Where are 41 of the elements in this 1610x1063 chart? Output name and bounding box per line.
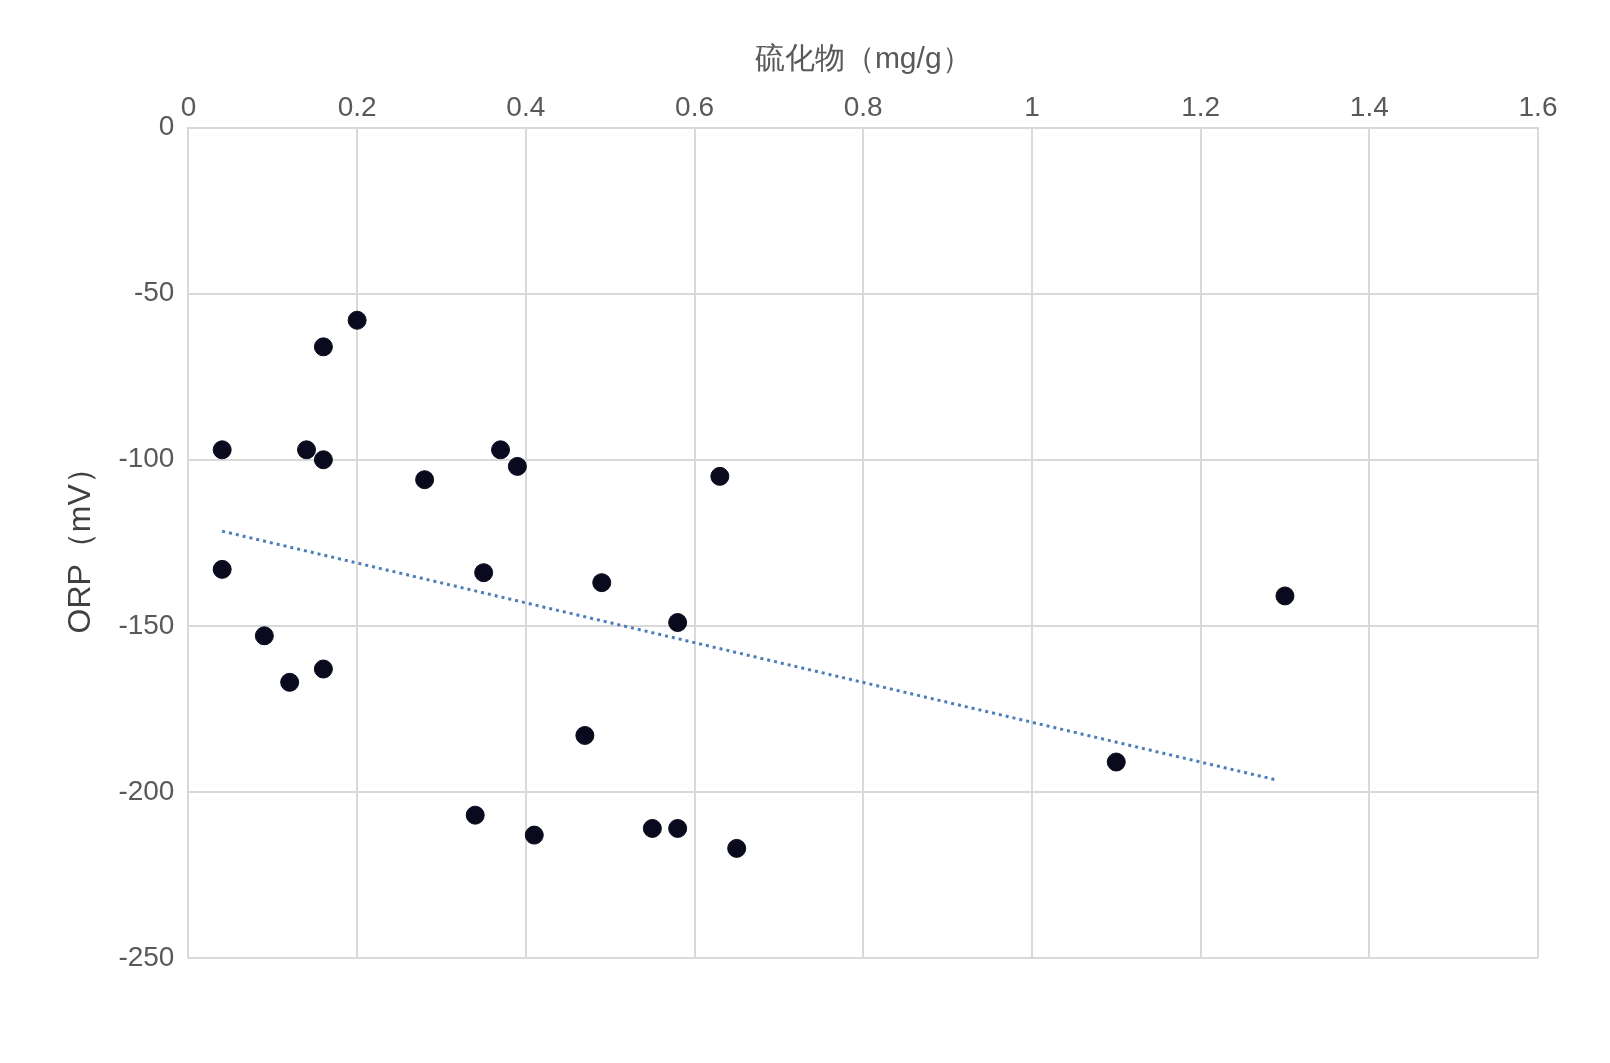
x-tick-label: 1.6 xyxy=(1518,90,1558,122)
x-tick-label: 0 xyxy=(180,90,197,122)
point xyxy=(212,559,232,579)
point xyxy=(465,805,485,825)
y-tick-label: 0 xyxy=(158,110,175,142)
y-tick-label: -250 xyxy=(118,940,175,972)
x-tick-label: 0.8 xyxy=(843,90,883,122)
point xyxy=(297,440,317,460)
y-tick-label: -50 xyxy=(133,276,175,308)
point xyxy=(491,440,511,460)
x-tick-label: 1 xyxy=(1024,90,1040,122)
point xyxy=(313,659,333,679)
point xyxy=(668,818,688,838)
point xyxy=(254,626,274,646)
point xyxy=(347,310,367,330)
point xyxy=(1275,586,1295,606)
x-axis-title: 硫化物（mg/g） xyxy=(754,41,972,75)
point xyxy=(212,440,232,460)
x-tick-label: 0.2 xyxy=(337,90,377,122)
point xyxy=(507,456,527,476)
x-tick-label: 0.6 xyxy=(675,90,714,122)
x-tick-label: 0.4 xyxy=(506,90,546,122)
point xyxy=(668,613,688,633)
x-tick-label: 1.4 xyxy=(1349,90,1389,122)
point xyxy=(642,818,662,838)
y-axis-title: ORP（mV） xyxy=(61,452,98,634)
x-tick-label: 1.2 xyxy=(1181,90,1221,122)
point xyxy=(280,672,300,692)
y-tick-label: -100 xyxy=(118,442,175,474)
y-tick-label: -150 xyxy=(118,608,175,640)
point xyxy=(415,470,435,490)
point xyxy=(710,466,730,486)
point xyxy=(313,337,333,357)
point xyxy=(524,825,544,845)
y-tick-label: -200 xyxy=(118,774,175,806)
point xyxy=(575,725,595,745)
point xyxy=(592,573,612,593)
point xyxy=(474,563,494,583)
point xyxy=(1106,752,1126,772)
point xyxy=(727,838,747,858)
point xyxy=(313,450,333,470)
